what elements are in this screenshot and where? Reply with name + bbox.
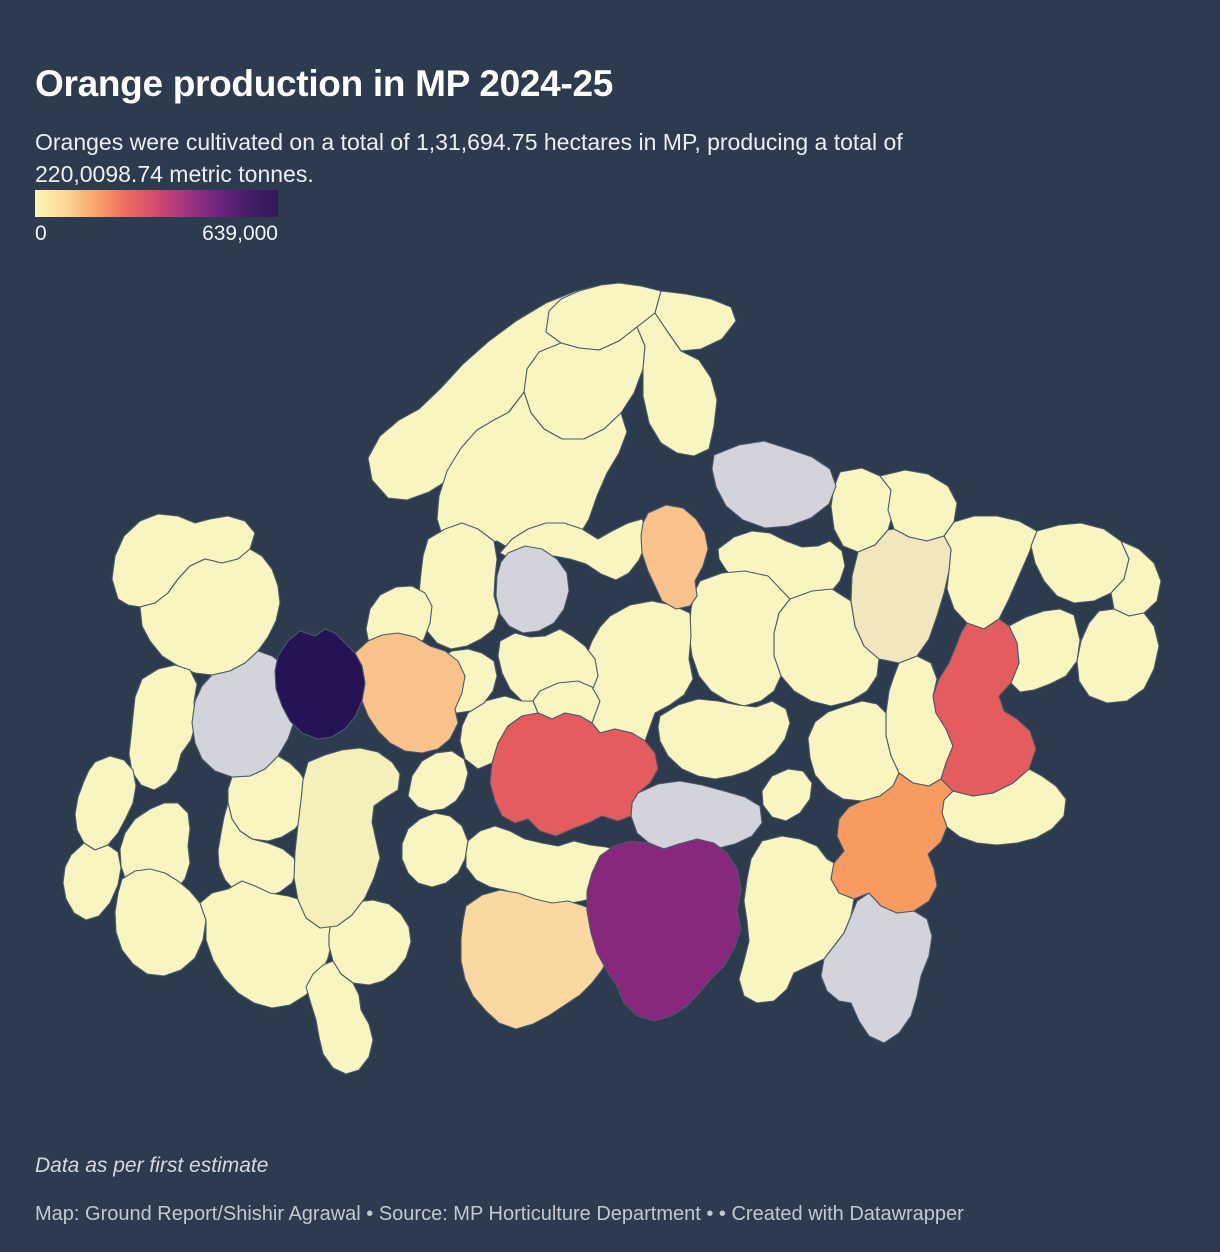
district-chhindwara[interactable]	[586, 838, 742, 1022]
district-dewas[interactable]	[293, 747, 401, 929]
district-sidhi-east[interactable]	[1008, 608, 1081, 693]
attribution-line: Map: Ground Report/Shishir Agrawal • Sou…	[35, 1203, 964, 1225]
district-jabalpur[interactable]	[807, 700, 900, 802]
district-indore[interactable]	[217, 802, 298, 898]
legend-gradient-bar	[35, 190, 278, 217]
district-alirajpur[interactable]	[62, 842, 122, 921]
district-burhanpur[interactable]	[305, 960, 374, 1075]
legend-labels: 0 639,000	[35, 222, 278, 246]
district-guna[interactable]	[418, 522, 500, 650]
district-panna[interactable]	[850, 528, 952, 664]
district-mandla[interactable]	[830, 772, 954, 914]
color-legend: 0 639,000	[35, 190, 278, 246]
district-betul[interactable]	[460, 889, 615, 1030]
legend-min-label: 0	[35, 222, 47, 245]
page-title: Orange production in MP 2024-25	[35, 62, 614, 104]
district-sehore-west[interactable]	[407, 750, 469, 812]
data-note: Data as per first estimate	[35, 1154, 269, 1177]
district-agar-malwa[interactable]	[274, 628, 366, 740]
district-jabalpur-sw[interactable]	[761, 768, 813, 822]
district-seoni[interactable]	[738, 835, 855, 1004]
district-ashoknagar[interactable]	[640, 504, 709, 610]
district-balaghat[interactable]	[820, 892, 933, 1044]
page-subtitle: Oranges were cultivated on a total of 1,…	[35, 129, 903, 187]
district-harda[interactable]	[401, 812, 469, 888]
district-guna-east[interactable]	[495, 545, 570, 634]
mp-choropleth-map	[62, 282, 1162, 1075]
district-singrauli[interactable]	[1076, 608, 1160, 704]
district-narsinghpur[interactable]	[630, 780, 763, 850]
district-ratlam[interactable]	[191, 650, 299, 778]
district-sidhi-shahdol[interactable]	[932, 618, 1037, 797]
district-khandwa[interactable]	[328, 899, 412, 986]
district-shajapur[interactable]	[354, 632, 466, 754]
district-datia[interactable]	[711, 440, 837, 529]
district-sagar-south[interactable]	[657, 698, 791, 780]
legend-max-label: 639,000	[202, 222, 278, 245]
district-barwani[interactable]	[114, 868, 207, 977]
district-raisen[interactable]	[489, 712, 659, 837]
district-satna[interactable]	[943, 515, 1038, 630]
district-gwalior-east[interactable]	[636, 312, 718, 457]
district-jhabua-north[interactable]	[128, 664, 198, 791]
